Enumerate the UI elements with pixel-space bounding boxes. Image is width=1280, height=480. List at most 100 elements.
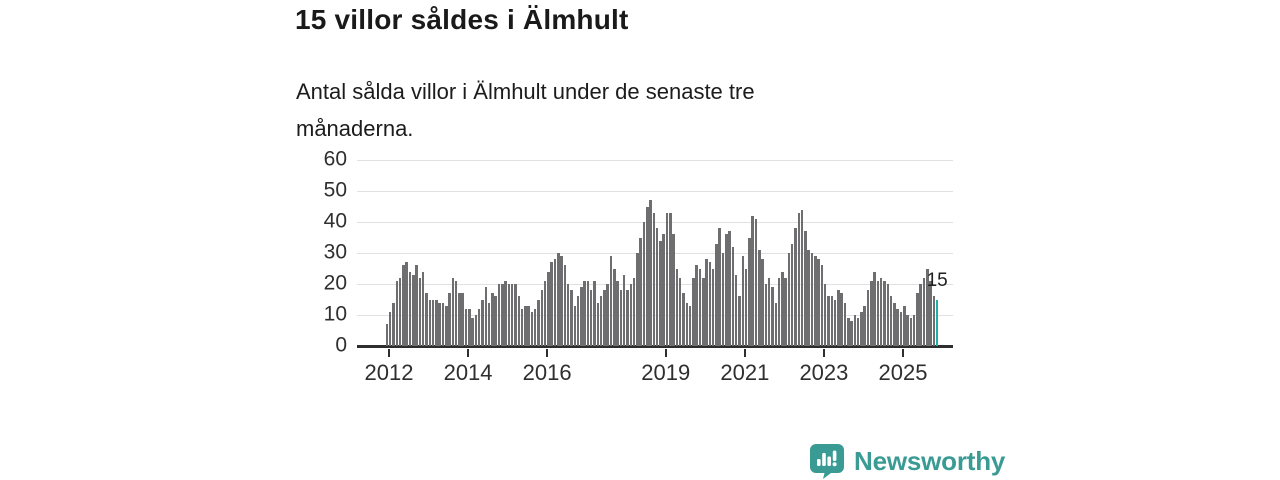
bar — [797, 212, 801, 346]
bar — [563, 265, 567, 346]
y-axis-label: 30 — [323, 240, 347, 264]
bar — [543, 280, 547, 346]
bar — [468, 308, 471, 346]
bar — [843, 302, 847, 346]
bar — [596, 302, 600, 346]
bar — [734, 274, 738, 346]
bar — [850, 321, 853, 346]
bar — [909, 318, 913, 346]
x-axis-label: 2025 — [878, 360, 928, 385]
bar — [751, 215, 754, 346]
bar — [705, 259, 708, 346]
x-axis-label: 2014 — [443, 360, 493, 385]
bar — [761, 259, 764, 346]
bar — [866, 290, 870, 346]
bar — [524, 305, 527, 346]
bar — [520, 308, 524, 346]
bar — [497, 284, 501, 346]
bar — [692, 277, 695, 346]
bar — [662, 234, 665, 346]
bar — [790, 243, 794, 346]
bar — [395, 280, 399, 346]
bar — [659, 240, 662, 346]
bar — [431, 299, 435, 346]
x-axis-tick — [664, 349, 667, 357]
bar — [886, 284, 890, 346]
bar — [438, 302, 441, 346]
bar — [853, 315, 857, 346]
bar — [856, 318, 860, 346]
bar — [550, 262, 553, 346]
x-axis-tick — [743, 349, 746, 357]
bar — [385, 324, 389, 346]
bar — [912, 315, 916, 346]
bar — [837, 290, 840, 346]
bar — [708, 262, 712, 346]
bar — [481, 299, 484, 346]
y-axis-label: 40 — [323, 209, 347, 233]
x-axis-tick — [546, 349, 549, 357]
y-axis-label: 10 — [323, 302, 347, 326]
bar — [613, 268, 616, 346]
bar — [764, 284, 768, 346]
y-axis-label: 50 — [323, 178, 347, 202]
bar — [665, 212, 669, 346]
bar — [771, 287, 774, 346]
bar — [695, 265, 698, 346]
bar — [421, 271, 425, 346]
bar — [863, 305, 866, 346]
bar — [688, 305, 692, 346]
bar — [896, 308, 899, 346]
bar — [494, 296, 497, 346]
bar — [794, 228, 797, 346]
bar — [451, 277, 455, 346]
bar — [415, 265, 418, 346]
bar — [804, 231, 807, 346]
bar — [646, 206, 649, 346]
bar — [477, 308, 481, 346]
chart-subtitle: Antal sålda villor i Älmhult under de se… — [296, 79, 755, 141]
bar — [678, 277, 682, 346]
bar — [418, 277, 422, 346]
bar — [402, 265, 405, 346]
bar — [893, 302, 896, 346]
bar — [847, 318, 850, 346]
bar — [652, 212, 656, 346]
x-axis-label: 2019 — [641, 360, 691, 385]
x-axis-label: 2016 — [522, 360, 572, 385]
bar — [698, 268, 702, 346]
bar — [603, 290, 606, 346]
bar — [774, 302, 777, 346]
bar — [807, 249, 810, 346]
bar — [392, 302, 395, 346]
bar — [731, 246, 735, 346]
bar — [781, 271, 784, 346]
bar — [514, 284, 517, 346]
bar — [820, 265, 824, 346]
bar — [800, 209, 804, 346]
bar — [728, 231, 731, 346]
bar — [458, 293, 461, 346]
bar — [398, 277, 402, 346]
bar — [589, 290, 593, 346]
bar — [609, 256, 613, 346]
bar — [425, 293, 428, 346]
bar — [718, 228, 721, 346]
bar — [906, 315, 909, 346]
bar — [606, 284, 609, 346]
bar — [744, 268, 748, 346]
bar — [883, 280, 886, 346]
bar — [754, 218, 758, 346]
bar — [517, 296, 520, 346]
bar — [599, 296, 603, 346]
bar — [626, 290, 629, 346]
bar — [412, 274, 415, 346]
bar — [922, 277, 926, 346]
x-axis-label: 2021 — [720, 360, 770, 385]
bar — [405, 262, 408, 346]
bar — [474, 315, 478, 346]
bar — [758, 249, 761, 346]
bar — [576, 296, 580, 346]
bar — [530, 311, 534, 346]
bar — [583, 280, 586, 346]
